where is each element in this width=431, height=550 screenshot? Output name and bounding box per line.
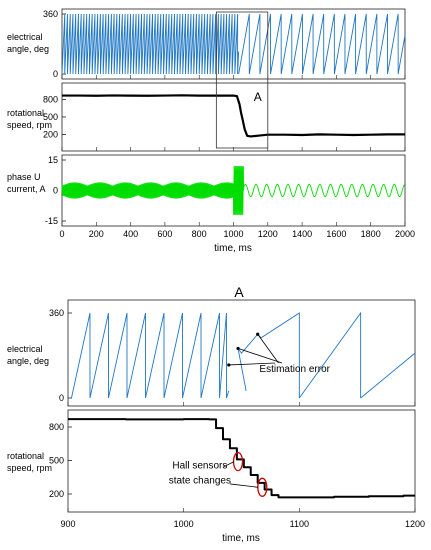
hall-label-line2: state changes xyxy=(169,475,231,486)
overview-speed-frame xyxy=(61,82,406,152)
zoom-speed-ylabel-line1: rotational xyxy=(7,451,44,461)
hall-sensors-annotation: Hall sensors state changes xyxy=(169,451,268,497)
xtick-label: 1000 xyxy=(174,519,194,529)
annotation-arrowhead xyxy=(256,332,260,336)
zoom-xlabel: time, ms xyxy=(222,533,260,544)
annotation-arrowhead xyxy=(227,363,231,367)
zoom-angle-ylabel-line1: electrical xyxy=(7,344,43,354)
zoom-speed-panel: 200 500 800 Hall sensors state changes rota… xyxy=(7,409,416,513)
overview-figure: 0 360 electrical angle, deg 200 500 800 rot… xyxy=(7,8,415,254)
zoom-speed-series xyxy=(68,418,415,499)
xtick-label: 900 xyxy=(60,519,75,529)
xtick-label: 1000 xyxy=(223,229,243,239)
overview-angle-yticks: 0 360 xyxy=(43,9,66,79)
xtick-label: 400 xyxy=(123,229,138,239)
ytick-label: 15 xyxy=(48,155,58,165)
xtick-label: 1600 xyxy=(326,229,346,239)
xtick-label: 1100 xyxy=(290,519,309,529)
zoom-box-label: A xyxy=(254,90,262,104)
ytick-label: 500 xyxy=(43,112,58,122)
xtick-label: 1200 xyxy=(258,229,278,239)
xtick-label: 800 xyxy=(192,229,207,239)
annotation-arrowhead xyxy=(236,346,240,351)
ytick-label: 800 xyxy=(49,422,64,432)
hall-highlight-ellipse xyxy=(232,451,244,472)
overview-angle-ylabel-line2: angle, deg xyxy=(7,44,49,54)
overview-speed-panel: 200 500 800 rotational speed, rpm xyxy=(7,82,406,152)
overview-current-series xyxy=(61,166,406,215)
overview-xticks: 0 200 400 600 800 1000 1200 1400 1600 1800 2000 xyxy=(59,75,415,239)
ytick-label: 0 xyxy=(59,393,64,403)
zoom-speed-ylabel-line2: speed, rpm xyxy=(7,463,52,473)
xtick-label: 0 xyxy=(59,229,64,239)
xtick-label: 600 xyxy=(157,229,172,239)
ytick-label: 500 xyxy=(49,456,64,466)
current-series-line xyxy=(61,166,406,215)
zoom-angle-series xyxy=(71,311,416,399)
xtick-label: 1200 xyxy=(405,519,425,529)
ytick-label: 200 xyxy=(43,129,58,139)
zoom-title: A xyxy=(234,284,244,300)
overview-speed-ylabel-line2: speed, rpm xyxy=(7,120,52,130)
zoom-angle-series-line xyxy=(71,311,416,399)
xtick-label: 1800 xyxy=(361,229,381,239)
zoom-angle-frame xyxy=(67,299,416,407)
zoom-speed-yticks: 200 500 800 xyxy=(49,422,72,499)
zoom-angle-yticks: 0 360 xyxy=(49,308,72,403)
estimation-error-annotation: Estimation error xyxy=(227,332,331,375)
speed-series-line xyxy=(62,94,405,138)
xtick-label: 1400 xyxy=(292,229,312,239)
ytick-label: 800 xyxy=(43,95,58,105)
annotation-arrow xyxy=(257,334,279,364)
overview-speed-yticks: 200 500 800 xyxy=(43,95,66,139)
xtick-label: 200 xyxy=(89,229,104,239)
zoom-angle-panel: 0 360 Estimation error electrical angle, … xyxy=(7,299,416,407)
zoom-xticks: 900 1000 1100 1200 xyxy=(60,402,425,529)
overview-xlabel: time, ms xyxy=(214,243,252,254)
annotation-arrow xyxy=(229,483,259,488)
zoom-box-rect xyxy=(215,11,269,149)
zoom-speed-frame xyxy=(67,409,416,513)
xtick-label: 2000 xyxy=(395,229,415,239)
annotation-arrow xyxy=(228,362,276,366)
overview-angle-ylabel-line1: electrical xyxy=(7,32,43,42)
overview-angle-panel: 0 360 electrical angle, deg xyxy=(7,8,406,80)
hall-label-line1: Hall sensors xyxy=(172,460,227,471)
ytick-label: 360 xyxy=(43,9,58,19)
estimation-error-label: Estimation error xyxy=(259,364,330,375)
angle-series-line xyxy=(61,13,406,75)
ytick-label: 0 xyxy=(53,186,58,196)
overview-speed-ylabel-line1: rotational xyxy=(7,108,44,118)
zoom-speed-series-line xyxy=(68,418,415,499)
overview-current-panel: -15 0 15 phase U current, A xyxy=(7,154,406,227)
zoom-figure: A 0 360 Estimation error electrical angle… xyxy=(7,284,425,544)
ytick-label: 0 xyxy=(53,69,58,79)
overview-current-ylabel-line1: phase U xyxy=(7,172,41,182)
overview-current-ylabel-line2: current, A xyxy=(7,184,46,194)
ytick-label: 200 xyxy=(49,489,64,499)
annotation-arrow xyxy=(237,348,283,364)
ytick-label: -15 xyxy=(45,216,58,226)
overview-speed-series xyxy=(62,94,405,138)
annotation-arrow xyxy=(222,461,235,468)
zoom-box-a: A xyxy=(215,11,269,149)
zoom-angle-ylabel-line2: angle, deg xyxy=(7,356,49,366)
overview-angle-series xyxy=(61,13,406,75)
ytick-label: 360 xyxy=(49,308,64,318)
